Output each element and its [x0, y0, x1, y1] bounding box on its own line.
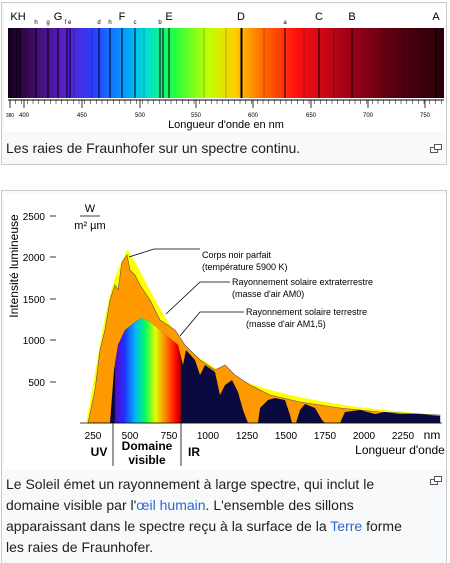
annotation: Rayonnement solaire extraterrestre — [232, 277, 373, 287]
line-label: c — [134, 20, 137, 26]
line-label: B — [348, 11, 355, 23]
tick-label: 500 — [135, 113, 146, 119]
annotation: (température 5900 K) — [202, 262, 288, 272]
line-label: F — [119, 11, 126, 23]
visible-region — [115, 318, 181, 423]
x-tick-label: 1250 — [236, 431, 259, 442]
line-label: a — [283, 20, 287, 26]
x-tick-label: nm — [424, 428, 441, 442]
y-tick-label: 500 — [28, 378, 45, 389]
tick-label: 750 — [420, 113, 431, 119]
region-label: Domaine — [122, 439, 173, 453]
x-tick-label: 2250 — [392, 431, 415, 442]
tick-label: 600 — [248, 113, 259, 119]
x-tick-label: 500 — [122, 431, 139, 442]
line-label: E — [165, 11, 172, 23]
link[interactable]: œil humain — [136, 497, 206, 513]
caption: Le Soleil émet un rayonnement à large sp… — [6, 474, 421, 558]
unit: W — [85, 203, 96, 215]
region-label: UV — [91, 445, 108, 459]
y-tick-label: 2000 — [23, 253, 46, 264]
tick-label: 550 — [191, 113, 202, 119]
enlarge-icon[interactable] — [430, 476, 442, 485]
line-label: f e — [65, 20, 72, 26]
annotation: (masse d'air AM0) — [232, 289, 304, 299]
am15-curve — [110, 318, 440, 423]
line-label: g — [46, 20, 49, 26]
x-tick-label: 2000 — [353, 431, 376, 442]
tick-label: 650 — [306, 113, 317, 119]
y-tick-label: 1000 — [23, 336, 46, 347]
region-label: IR — [188, 445, 200, 459]
tick-label: 400 — [19, 113, 30, 119]
line-label: b — [158, 20, 162, 26]
y-tick-label: 1500 — [23, 295, 46, 306]
enlarge-icon[interactable] — [430, 144, 442, 153]
line-label: A — [432, 11, 440, 23]
line-label: KH — [10, 11, 25, 23]
x-tick-label: 1000 — [197, 431, 220, 442]
annotation: Rayonnement solaire terrestre — [246, 307, 367, 317]
tick-label: 380 — [6, 113, 15, 119]
line-label: D — [237, 11, 245, 23]
caption-text: Le Soleil émet un rayonnement à large sp… — [6, 476, 375, 513]
caption-text: forme les raies de Fraunhofer. — [6, 518, 402, 555]
annotation: (masse d'air AM1,5) — [246, 319, 326, 329]
line-label: h — [34, 20, 37, 26]
solar-chart-image: Wm² µm Intensité lumineuse 2500 2000 1500 100… — [4, 194, 446, 470]
y-axis-label: Intensité lumineuse — [7, 214, 21, 318]
caption-text: . L'ensemble des sillons apparaissant da… — [6, 497, 354, 534]
x-tick-label: 1750 — [314, 431, 337, 442]
line-label: G — [54, 11, 63, 23]
caption: Les raies de Fraunhofer sur un spectre c… — [6, 140, 301, 156]
line-label: C — [315, 11, 323, 23]
line-label: h — [108, 20, 111, 26]
tick-label: 450 — [77, 113, 88, 119]
x-axis-label: Longueur d'onde — [355, 443, 445, 457]
line-label: d — [97, 20, 100, 26]
y-tick-label: 2500 — [23, 212, 46, 223]
unit: m² µm — [74, 220, 105, 232]
x-tick-label: 1500 — [275, 431, 298, 442]
region-label: visible — [128, 453, 166, 467]
x-tick-label: 250 — [85, 431, 102, 442]
annotation: Corps noir parfait — [202, 250, 272, 260]
axis-label: Longueur d'onde en nm — [168, 119, 284, 131]
x-tick-label: 750 — [161, 431, 178, 442]
link[interactable]: Terre — [330, 518, 363, 534]
tick-label: 700 — [363, 113, 374, 119]
